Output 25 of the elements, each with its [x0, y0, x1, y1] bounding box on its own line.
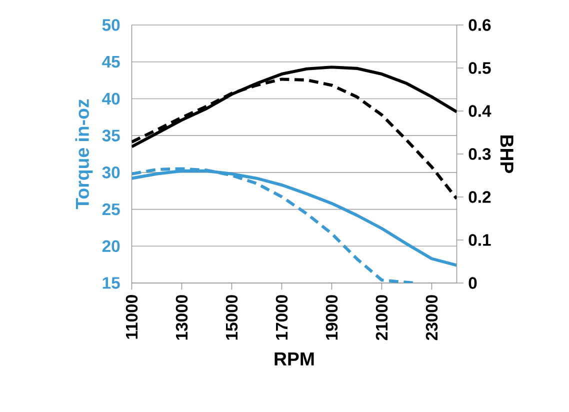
x-tick-label: 23000: [426, 295, 438, 340]
x-tick-label: 13000: [176, 295, 188, 340]
x-axis-title: RPM: [274, 352, 314, 366]
y-tick-label: 20: [102, 240, 120, 252]
y-axis-title: Torque in-oz: [75, 99, 93, 210]
x-tick-label: 15000: [226, 295, 238, 340]
y-tick-label: 50: [102, 19, 120, 31]
y2-tick-label: 0.6: [468, 19, 491, 31]
y-tick-label: 35: [102, 130, 120, 142]
y-tick-label: 40: [102, 92, 120, 105]
y2-tick-label: 0.1: [468, 234, 491, 246]
x-tick-label: 21000: [376, 295, 388, 340]
y-tick-label: 25: [102, 203, 120, 216]
y2-tick-label: 0.4: [468, 105, 492, 117]
y-tick-label: 45: [102, 56, 120, 68]
y-tick-label: 15: [102, 277, 120, 289]
y2-axis-title: BHP: [500, 136, 514, 174]
y2-tick-label: 0: [468, 277, 477, 289]
y2-tick-label: 0.5: [468, 62, 491, 74]
y2-tick-label: 0.2: [468, 191, 491, 203]
x-tick-label: 19000: [326, 295, 338, 340]
y2-tick-label: 0.3: [468, 148, 491, 160]
x-tick-label: 17000: [276, 295, 288, 340]
y-tick-label: 30: [102, 166, 120, 178]
x-tick-label: 11000: [126, 295, 138, 339]
